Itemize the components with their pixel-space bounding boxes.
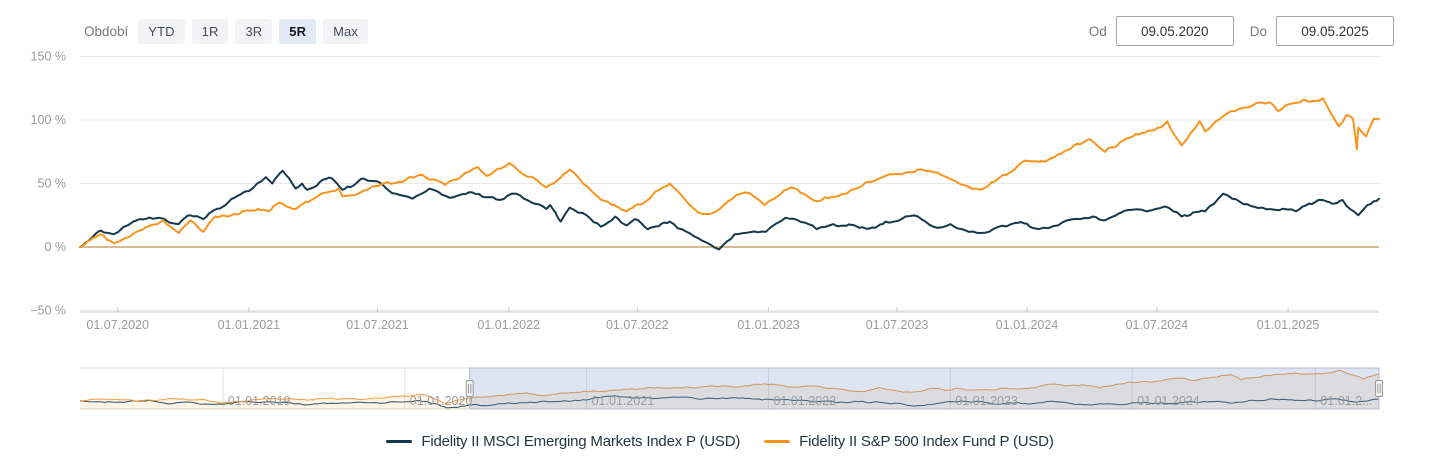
legend-item[interactable]: Fidelity II MSCI Emerging Markets Index … xyxy=(386,433,740,450)
navigator-area-fill xyxy=(80,370,1379,409)
x-axis: 01.07.2020 01.01.2021 01.07.2021 01.01.2022… xyxy=(80,307,1379,332)
period-button-1r[interactable]: 1R xyxy=(191,18,229,44)
navigator-series-msci-em xyxy=(79,395,1380,409)
navigator-right-handle[interactable] xyxy=(1375,380,1383,397)
period-button-group: YTD 1R 3R 5R Max xyxy=(138,18,375,44)
navigator-axis-label: 01.01.2021 xyxy=(592,394,655,408)
x-axis-label: 01.07.2024 xyxy=(1126,318,1189,332)
legend-label: Fidelity II MSCI Emerging Markets Index … xyxy=(421,433,741,450)
x-axis-label: 01.01.2023 xyxy=(737,318,800,332)
plot-area[interactable] xyxy=(80,50,1379,312)
navigator-axis-label: 01.01.2020 xyxy=(410,394,473,408)
to-label: Do xyxy=(1249,23,1267,39)
navigator-axis-label: 01.01.2024 xyxy=(1137,394,1200,408)
x-axis-label: 01.01.2025 xyxy=(1257,318,1320,332)
navigator-axis-label: 01.01.2019 xyxy=(228,394,291,408)
y-axis-label: 150 % xyxy=(31,50,66,64)
legend-line-marker xyxy=(764,440,791,443)
from-date-input[interactable] xyxy=(1115,16,1234,46)
period-button-ytd[interactable]: YTD xyxy=(138,18,185,44)
legend-item[interactable]: Fidelity II S&P 500 Index Fund P (USD) xyxy=(764,433,1054,450)
navigator-selection-mask[interactable] xyxy=(469,367,1380,410)
series-line-msci-em xyxy=(79,169,1380,251)
navigator-axis-label: 01.01.2... xyxy=(1320,394,1372,408)
navigator-left-handle[interactable] xyxy=(465,380,474,397)
period-button-3r[interactable]: 3R xyxy=(235,18,273,44)
date-range-controls: Od Do xyxy=(1089,16,1394,46)
x-axis-label: 01.01.2022 xyxy=(477,318,540,332)
series-line-sp500 xyxy=(79,97,1380,248)
period-button-max[interactable]: Max xyxy=(323,18,368,44)
chart-legend: Fidelity II MSCI Emerging Markets Index … xyxy=(0,433,1440,450)
x-axis-label: 01.07.2020 xyxy=(86,318,149,332)
navigator-axis-label: 01.01.2022 xyxy=(773,394,836,408)
legend-line-marker xyxy=(386,440,413,443)
navigator-series-sp500 xyxy=(79,369,1380,405)
navigator-axis-label: 01.01.2023 xyxy=(955,394,1018,408)
performance-chart: 150 % 100 % 50 % 0 % −50 % 01.07.2020 01.01.20… xyxy=(30,50,1383,410)
y-axis-label: −50 % xyxy=(30,304,66,318)
y-axis-labels: 150 % 100 % 50 % 0 % −50 % xyxy=(30,50,66,318)
period-button-5r[interactable]: 5R xyxy=(279,18,317,44)
from-label: Od xyxy=(1088,23,1107,39)
y-axis-label: 0 % xyxy=(44,240,66,254)
y-axis-label: 50 % xyxy=(38,177,67,191)
main-chart-grid xyxy=(80,56,1379,311)
to-date-input[interactable] xyxy=(1276,16,1394,46)
x-axis-label: 01.01.2024 xyxy=(996,318,1059,332)
y-axis-label: 100 % xyxy=(31,113,66,127)
x-axis-label: 01.07.2022 xyxy=(606,318,669,332)
navigator: 01.01.2019 01.01.2020 01.01.2021 01.01.2022… xyxy=(79,367,1383,410)
x-axis-label: 01.07.2023 xyxy=(866,318,929,332)
legend-label: Fidelity II S&P 500 Index Fund P (USD) xyxy=(799,433,1054,450)
x-axis-label: 01.01.2021 xyxy=(218,318,281,332)
period-label: Období xyxy=(84,23,129,39)
x-axis-label: 01.07.2021 xyxy=(346,318,409,332)
